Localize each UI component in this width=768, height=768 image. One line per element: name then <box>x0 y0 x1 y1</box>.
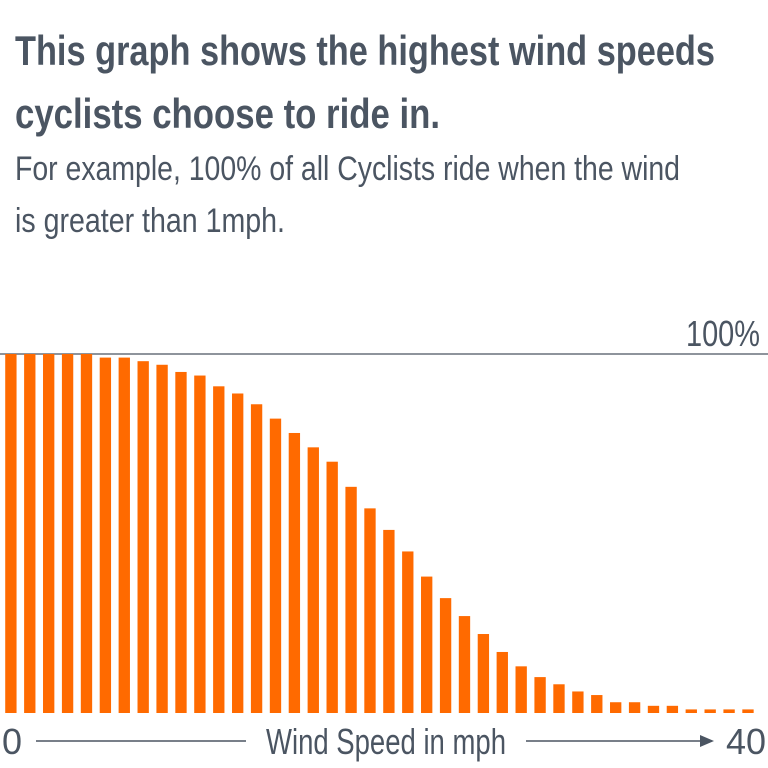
bar <box>496 651 508 713</box>
bar <box>137 361 149 713</box>
chart-subtitle: is greater than 1mph. <box>15 202 285 240</box>
bar <box>723 709 735 713</box>
bar <box>666 705 679 713</box>
y-tick-label: 100% <box>686 313 760 354</box>
bar <box>553 684 565 713</box>
bar <box>61 354 74 713</box>
bar <box>439 598 452 713</box>
plot-area <box>0 353 768 713</box>
bar <box>628 702 641 713</box>
chart-title: cyclists choose to ride in. <box>15 90 440 137</box>
bar <box>610 702 622 713</box>
bar <box>118 357 130 713</box>
bar <box>24 354 36 713</box>
bar <box>477 634 490 713</box>
bar <box>534 677 546 713</box>
x-tick-label: 0 <box>2 721 22 762</box>
bar <box>458 616 471 713</box>
bar <box>43 354 55 713</box>
bar <box>156 364 168 713</box>
bar <box>288 432 301 713</box>
x-axis-label: Wind Speed in mph <box>266 721 506 762</box>
bar <box>250 404 263 713</box>
bar <box>383 529 395 713</box>
bar <box>326 461 338 713</box>
bar <box>194 375 206 713</box>
bar <box>685 709 697 713</box>
bar <box>704 709 716 713</box>
bar <box>421 576 433 713</box>
bar <box>213 386 225 713</box>
x-tick-label: 40 <box>726 721 766 762</box>
bar <box>80 354 93 713</box>
bar <box>232 393 244 713</box>
bar <box>742 709 754 713</box>
bar <box>5 354 17 713</box>
bar <box>307 447 319 713</box>
bar <box>591 695 603 713</box>
bar <box>345 486 357 713</box>
chart-title: This graph shows the highest wind speeds <box>15 27 715 74</box>
bar <box>175 371 187 713</box>
bar <box>269 418 282 713</box>
chart-subtitle: For example, 100% of all Cyclists ride w… <box>15 150 680 188</box>
bar <box>364 508 376 713</box>
bar <box>572 691 584 713</box>
bar <box>402 551 414 713</box>
bar <box>647 705 660 713</box>
bar <box>99 357 112 713</box>
bar <box>515 666 527 713</box>
axis-arrow <box>700 735 714 747</box>
